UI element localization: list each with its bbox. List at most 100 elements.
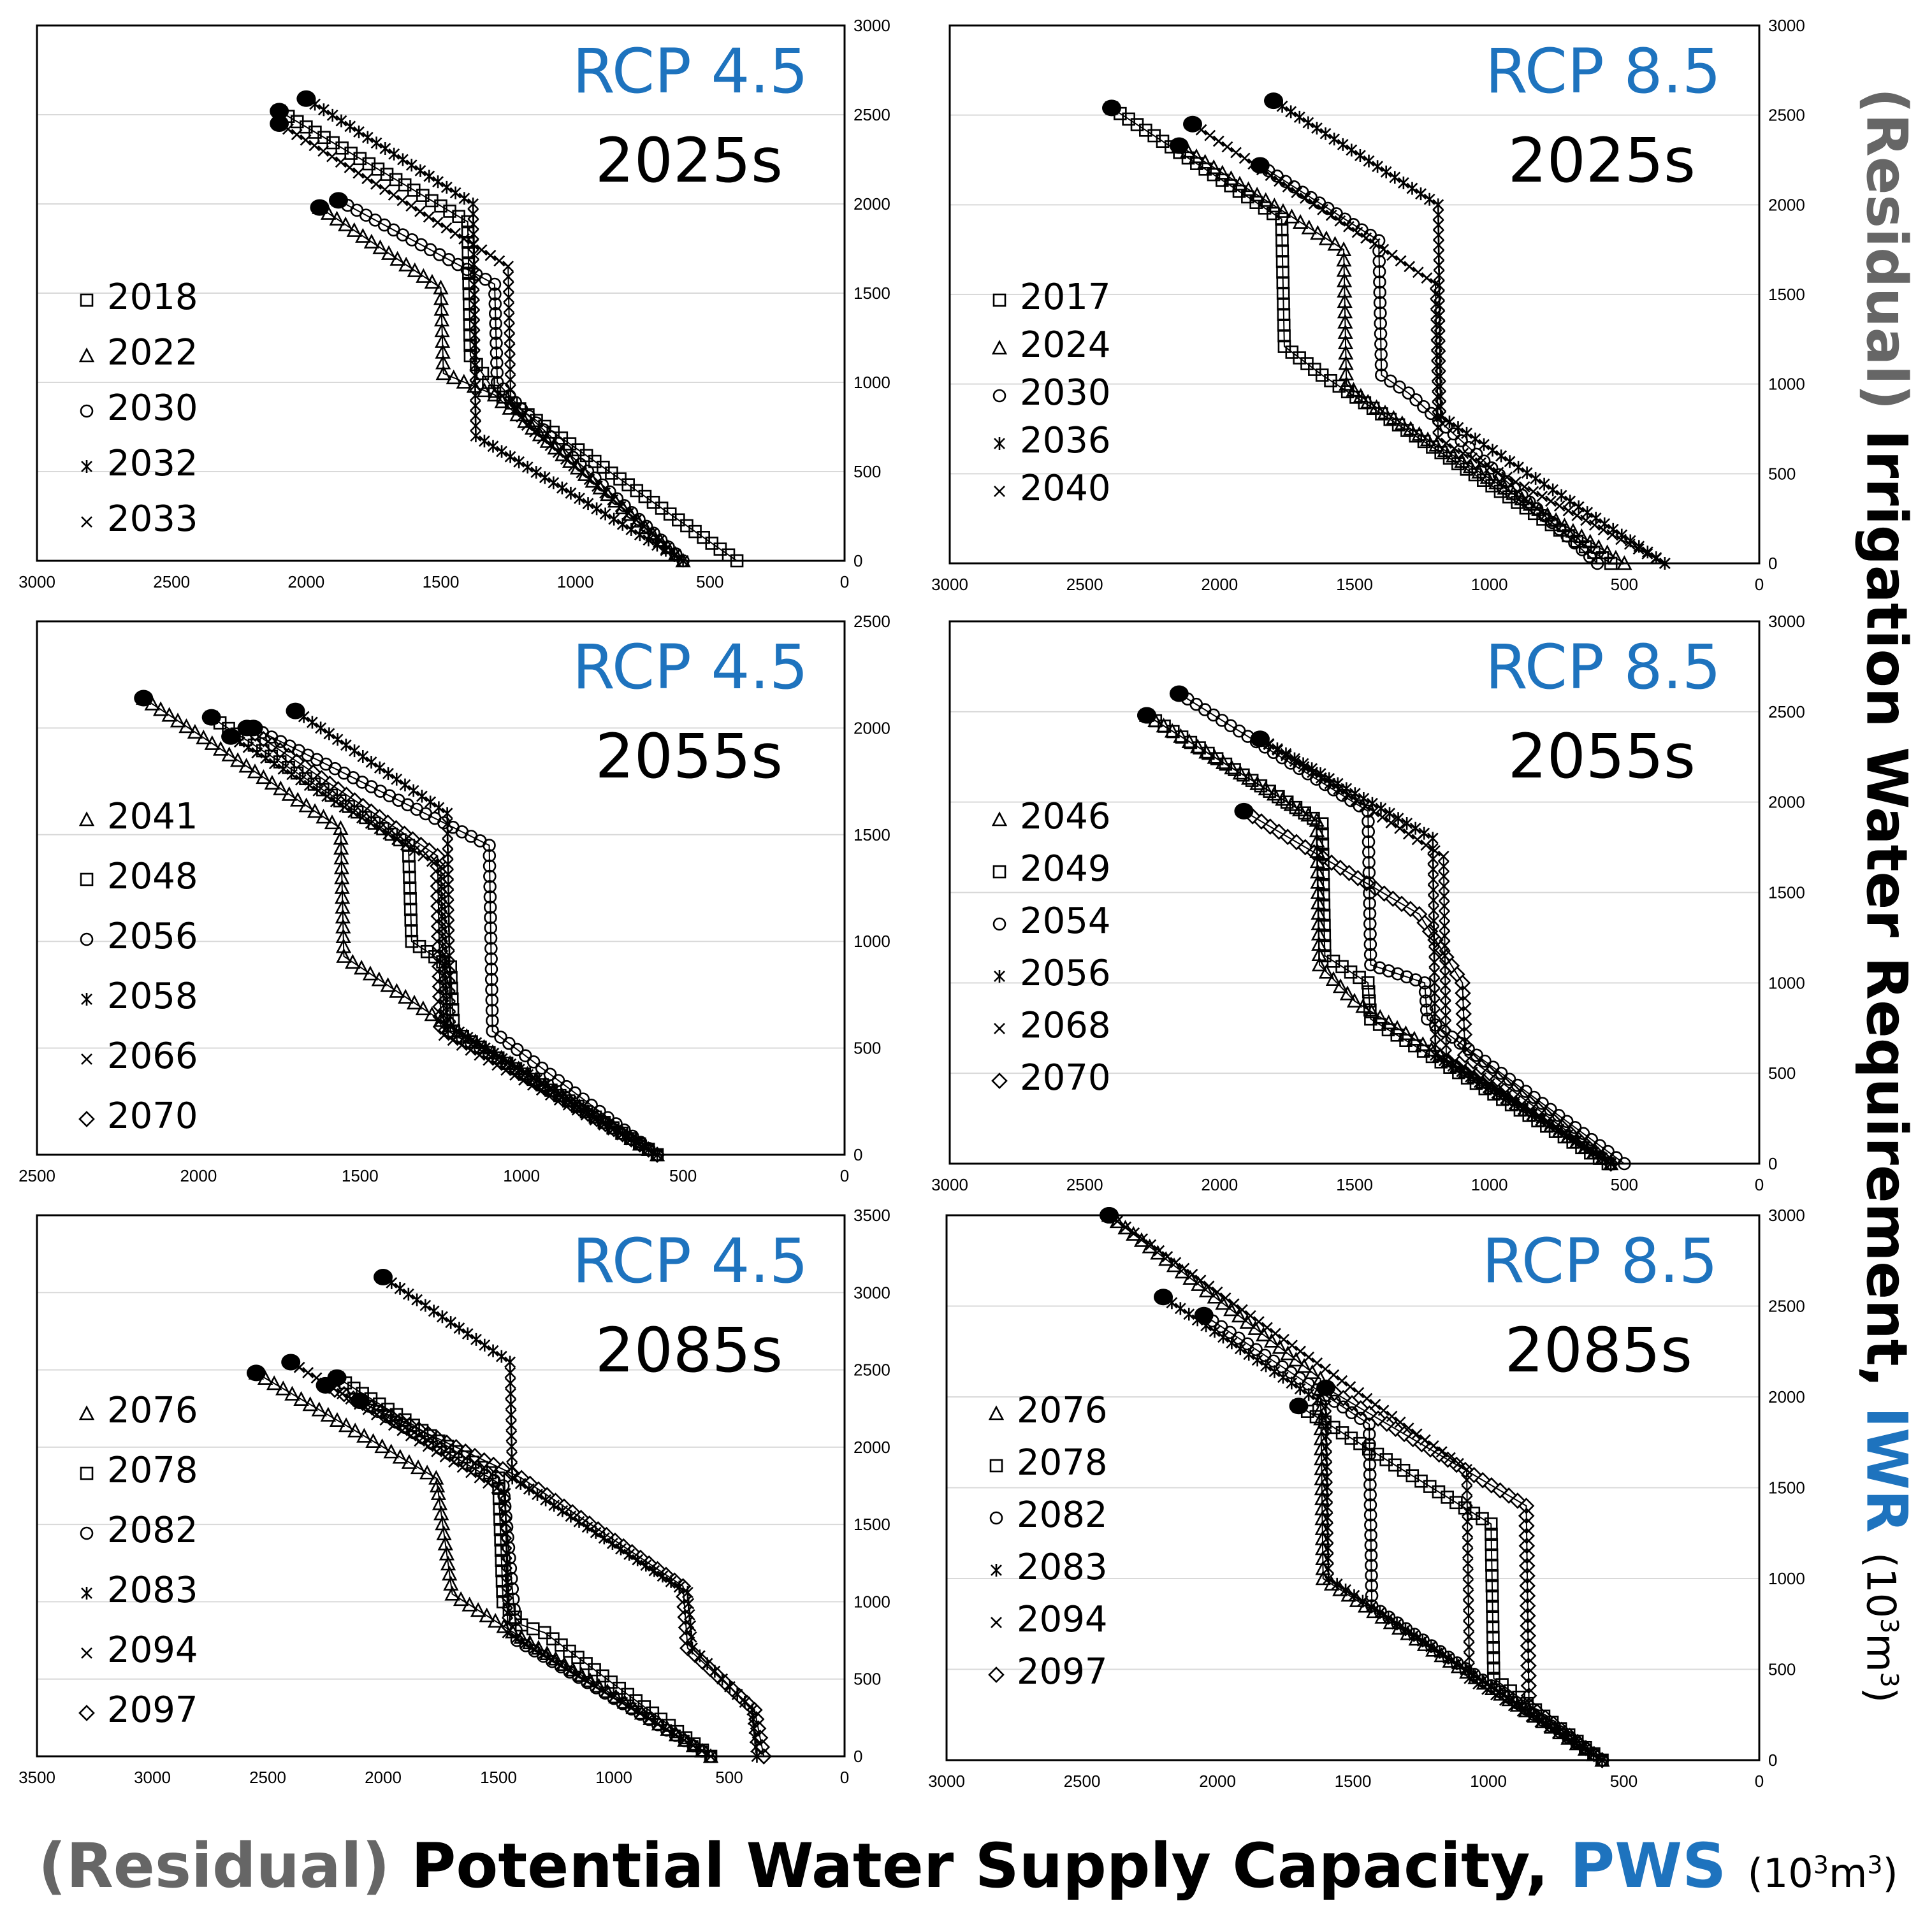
data-point (411, 1293, 423, 1306)
series-line (253, 727, 658, 1155)
series-start-point (201, 709, 221, 726)
data-point (1277, 308, 1291, 321)
series-2048 (201, 709, 664, 1162)
series-2083 (1154, 1289, 1608, 1767)
legend-label: 2082 (107, 1510, 198, 1551)
data-point (500, 1537, 512, 1549)
data-point (503, 312, 515, 324)
data-point (490, 356, 504, 370)
data-point (1373, 285, 1387, 300)
data-point (461, 1327, 474, 1340)
data-point (1463, 1641, 1475, 1653)
data-point (746, 1702, 763, 1719)
data-point (1286, 1377, 1298, 1390)
x-tick-label: 3500 (18, 1768, 55, 1787)
data-point (1522, 1095, 1539, 1112)
data-point (1289, 755, 1301, 767)
data-point (362, 965, 379, 981)
data-point (309, 140, 321, 152)
data-point (505, 394, 517, 406)
data-point (485, 993, 499, 1007)
legend-label: 2036 (1020, 420, 1111, 461)
data-point (372, 239, 388, 254)
data-point (422, 1440, 434, 1452)
data-point (570, 1100, 588, 1117)
data-point (1349, 870, 1367, 886)
x-tick-label: 2000 (365, 1768, 402, 1787)
data-point (1363, 154, 1375, 168)
data-point (590, 1680, 602, 1693)
data-point (302, 1367, 314, 1378)
y-tick-label: 2000 (1768, 195, 1805, 214)
data-point (483, 890, 497, 904)
data-point (1464, 1662, 1475, 1674)
data-point (388, 189, 400, 201)
series-line (1243, 810, 1611, 1164)
data-point (476, 382, 493, 398)
data-point (1578, 1137, 1595, 1154)
data-point (335, 938, 352, 953)
data-point (1509, 1492, 1526, 1509)
data-point (1221, 141, 1233, 153)
data-point (1455, 1006, 1472, 1022)
data-point (440, 222, 453, 234)
data-point (1314, 1540, 1331, 1556)
data-point (400, 839, 412, 851)
data-point (556, 1498, 572, 1515)
data-point (401, 1454, 418, 1469)
data-point (1481, 1683, 1493, 1695)
data-point (488, 287, 502, 301)
data-point (503, 1551, 516, 1565)
data-point (1362, 835, 1376, 849)
scenario-label: RCP 8.5 (1485, 632, 1721, 703)
data-point (1455, 1016, 1472, 1033)
data-point (379, 814, 396, 831)
data-point (430, 888, 447, 905)
legend-label: 2040 (1020, 468, 1111, 509)
data-point (502, 1607, 513, 1619)
data-point (330, 795, 342, 807)
data-point (388, 820, 405, 837)
data-point (255, 731, 272, 748)
legend-marker (78, 347, 95, 363)
legend-marker (994, 970, 1005, 983)
data-point (1401, 817, 1413, 830)
legend-label: 2033 (107, 498, 198, 540)
data-point (1212, 135, 1224, 147)
y-tick-label: 1500 (1768, 1478, 1805, 1498)
data-point (326, 108, 338, 122)
data-point (513, 1470, 530, 1487)
data-point (1365, 1559, 1378, 1572)
data-point (1363, 1478, 1377, 1492)
data-point (1170, 1257, 1182, 1269)
series-2097 (1316, 1379, 1611, 1768)
data-point (1437, 860, 1449, 872)
data-point (1275, 255, 1289, 268)
data-point (660, 1723, 672, 1735)
data-point (1456, 1046, 1474, 1064)
data-point (675, 1588, 692, 1605)
data-point (410, 1421, 427, 1438)
data-point (431, 1445, 443, 1457)
x-tick-label: 0 (1755, 1772, 1764, 1791)
data-point (1461, 1474, 1473, 1486)
y-title-residual: (Residual) (1854, 87, 1920, 410)
data-point (1590, 556, 1604, 570)
data-point (1328, 133, 1340, 146)
data-point (421, 842, 438, 859)
data-point (1585, 1745, 1602, 1763)
data-point (502, 271, 514, 283)
data-point (344, 162, 356, 173)
data-point (429, 1477, 446, 1492)
data-point (1507, 1700, 1520, 1712)
series-line (1260, 164, 1598, 564)
data-point (669, 1729, 681, 1741)
data-point (623, 1131, 640, 1148)
data-point (502, 1617, 514, 1629)
data-point (1421, 272, 1433, 284)
data-point (416, 268, 432, 283)
legend-label: 2094 (107, 1630, 198, 1671)
data-point (755, 1748, 773, 1765)
data-point (1374, 306, 1387, 320)
data-point (511, 1043, 524, 1057)
